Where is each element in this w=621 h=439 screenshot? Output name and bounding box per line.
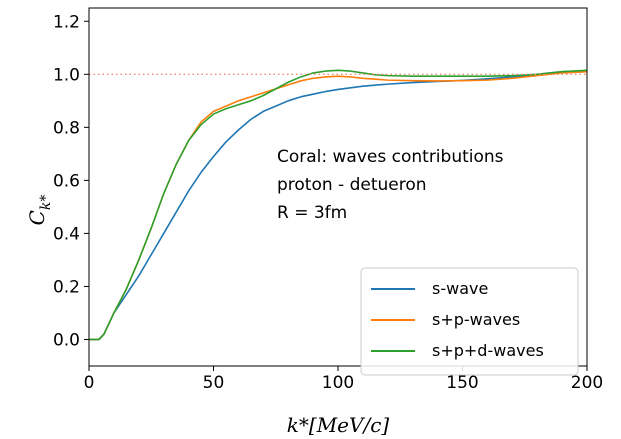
svg-text:Ck*: Ck* — [25, 195, 54, 226]
legend-label-s-wave: s-wave — [432, 279, 488, 298]
legend-label-s-p-waves: s+p-waves — [432, 310, 520, 329]
y-tick-label: 0.6 — [53, 171, 80, 191]
x-tick-label: 0 — [84, 373, 95, 393]
x-tick-label: 100 — [322, 373, 354, 393]
series-layer — [89, 69, 587, 341]
legend: s-wave s+p-waves s+p+d-waves — [360, 267, 579, 376]
y-axis-label-main: C — [25, 210, 49, 225]
y-tick-label: 0.4 — [53, 224, 80, 244]
x-tick-label: 50 — [203, 373, 225, 393]
annotation-line-2: proton - detueron — [277, 175, 427, 195]
y-axis-label: Ck* — [25, 195, 54, 226]
y-tick-label: 1.2 — [53, 12, 80, 32]
x-tick-label: 200 — [571, 373, 603, 393]
legend-box — [360, 267, 579, 376]
y-tick-label: 0.8 — [53, 118, 80, 138]
x-axis-label: k*[MeV/c] — [287, 413, 390, 437]
y-tick-label: 1.0 — [53, 65, 80, 85]
y-axis-label-sub: k* — [38, 195, 54, 210]
y-ticks: 0.0 0.2 0.4 0.6 0.8 1.0 1.2 — [53, 12, 89, 350]
series-line-s-p-d-waves — [89, 69, 587, 341]
y-tick-label: 0.0 — [53, 330, 80, 350]
annotation-line-3: R = 3fm — [277, 203, 347, 223]
legend-label-s-p-d-waves: s+p+d-waves — [432, 341, 544, 360]
annotation-line-1: Coral: waves contributions — [277, 147, 504, 167]
annotation: Coral: waves contributions proton - detu… — [277, 147, 504, 223]
x-tick-label: 150 — [446, 373, 478, 393]
y-tick-label: 0.2 — [53, 277, 80, 297]
